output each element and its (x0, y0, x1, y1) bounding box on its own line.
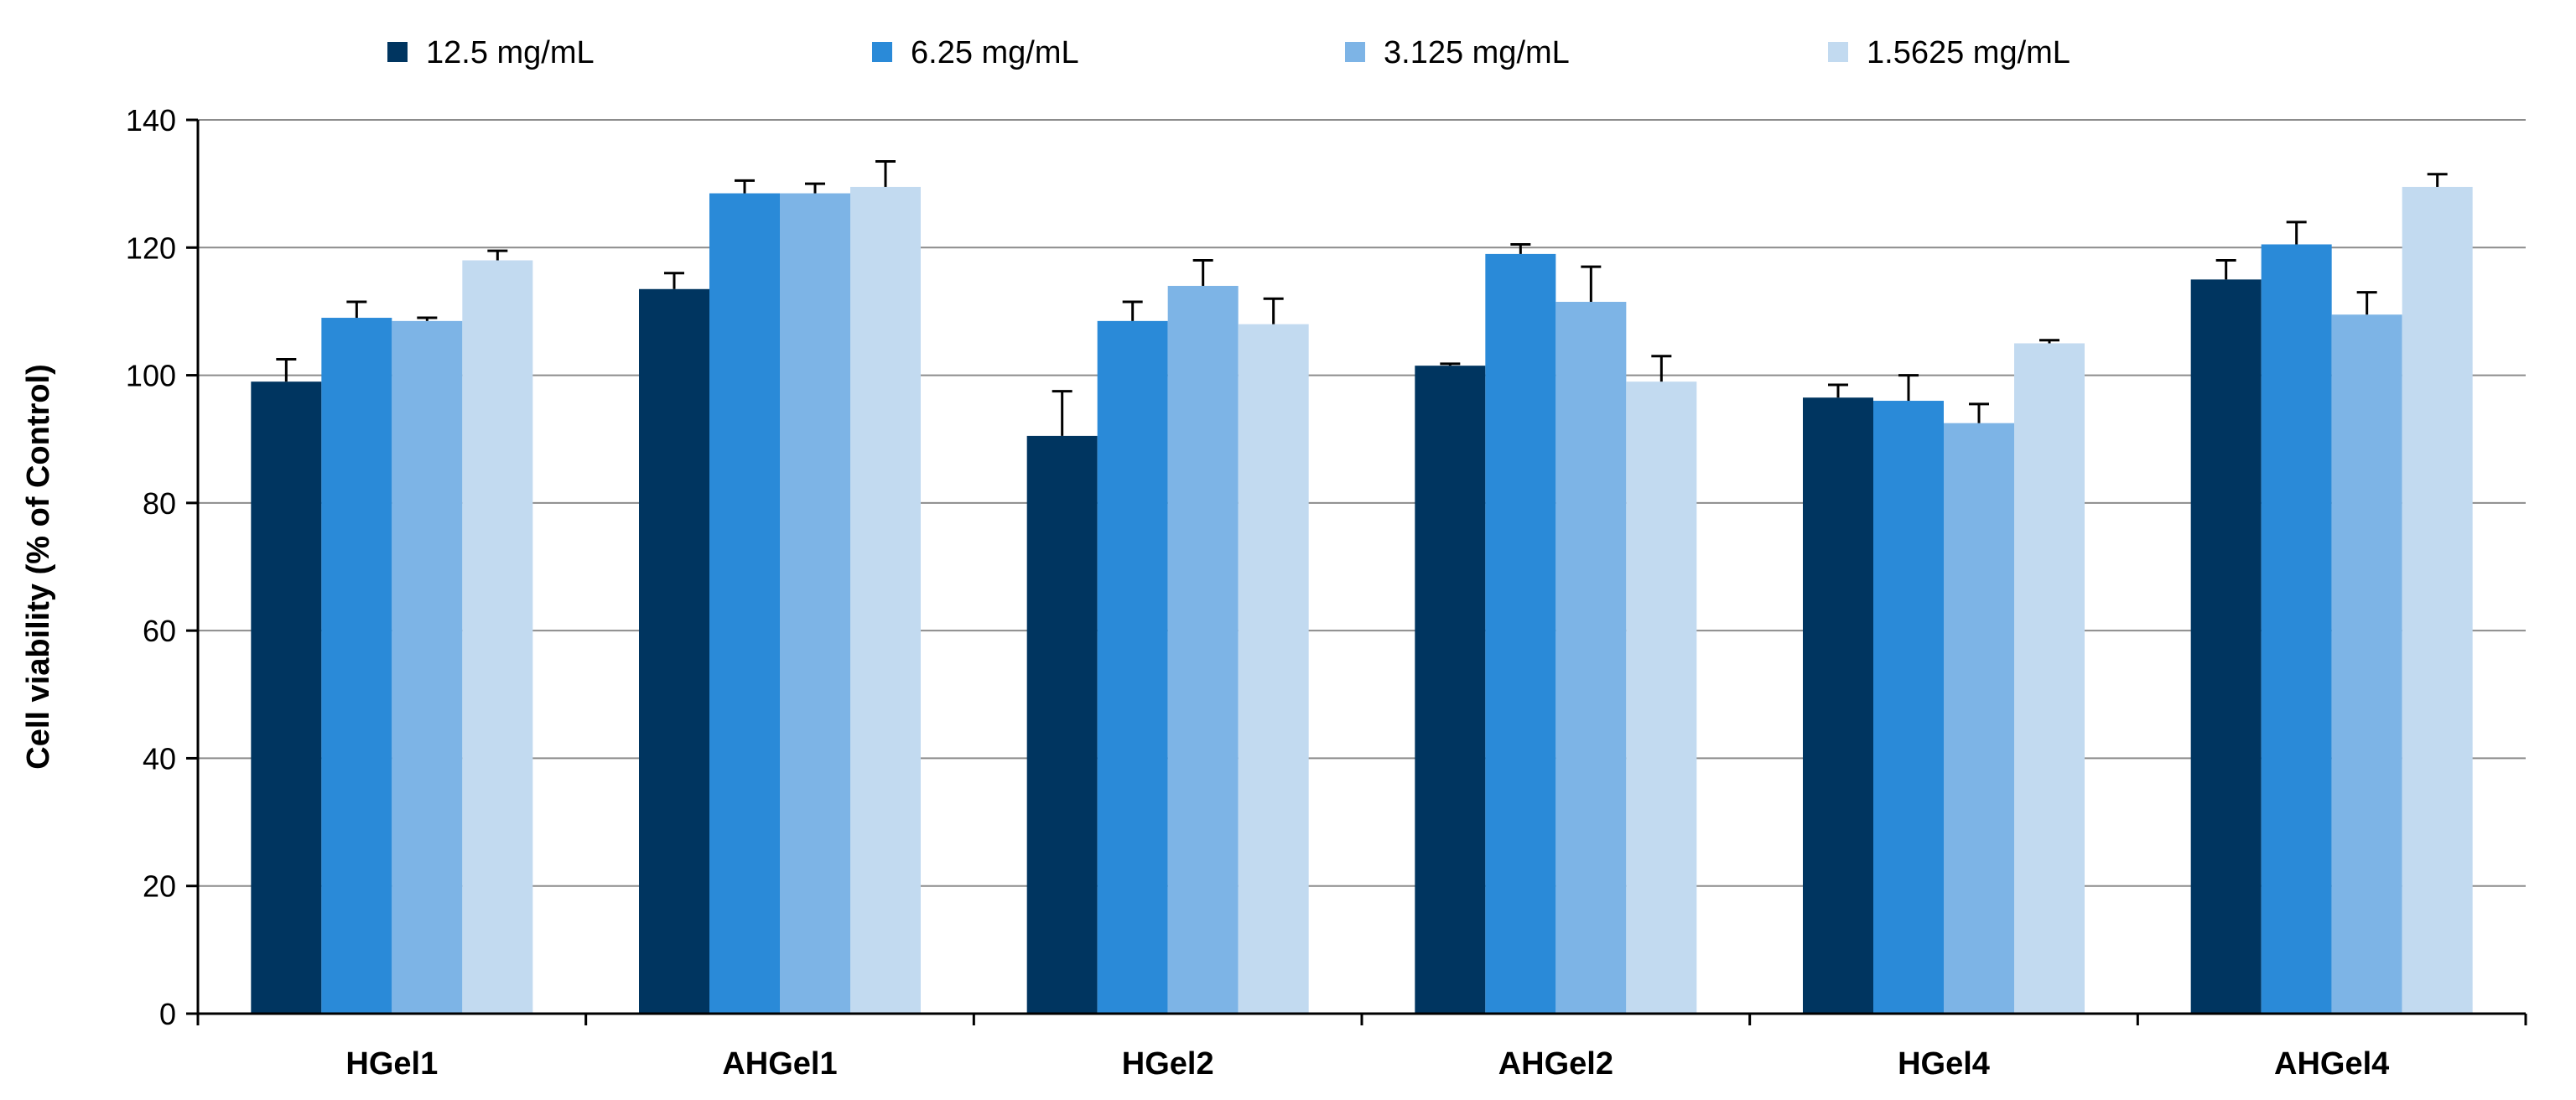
legend-label: 1.5625 mg/mL (1867, 35, 2070, 70)
bar (1026, 435, 1098, 1014)
y-tick-label: 40 (143, 741, 176, 776)
bar (2014, 343, 2085, 1014)
bar (1803, 397, 1873, 1014)
bar (2402, 186, 2473, 1014)
x-tick-label: HGel1 (345, 1046, 438, 1082)
axes (196, 120, 2526, 1015)
bar (850, 186, 921, 1014)
bar (1555, 302, 1627, 1014)
bar (1167, 285, 1239, 1014)
bar (462, 260, 533, 1014)
bar (321, 318, 392, 1014)
legend-swatch (1345, 42, 1365, 62)
bar (639, 288, 709, 1014)
y-tick-labels: 0 20 40 60 80 100 120 140 (126, 103, 198, 1031)
bar (1626, 381, 1697, 1014)
x-tick-label: AHGel1 (722, 1046, 837, 1082)
y-tick-label: 100 (126, 359, 176, 393)
bar (1485, 253, 1556, 1014)
y-axis-title: Cell viability (% of Control) (21, 364, 56, 769)
x-tick-label: HGel4 (1898, 1046, 1990, 1082)
y-tick-label: 120 (126, 231, 176, 265)
bar (1097, 320, 1168, 1014)
legend-swatch (387, 42, 408, 62)
bars (251, 186, 2473, 1014)
bar (709, 193, 780, 1014)
legend-swatch (1828, 42, 1848, 62)
bar (2190, 279, 2262, 1014)
gridlines (198, 119, 2526, 887)
bar (780, 193, 850, 1014)
legend: 12.5 mg/mL 6.25 mg/mL 3.125 mg/mL 1.5625 mg… (387, 35, 2070, 70)
x-tick-labels: HGel1 AHGel1 HGel2 AHGel2 HGel4 AHGel4 (196, 1014, 2527, 1082)
y-tick-label: 140 (126, 103, 176, 138)
bar (392, 320, 463, 1014)
y-tick-label: 0 (159, 997, 176, 1031)
x-tick-label: HGel2 (1122, 1046, 1214, 1082)
y-tick-label: 60 (143, 614, 176, 648)
bar (251, 381, 322, 1014)
legend-swatch (872, 42, 892, 62)
bar (2331, 314, 2402, 1014)
bar (1873, 401, 1944, 1014)
x-tick-label: AHGel4 (2274, 1046, 2389, 1082)
error-bars (276, 159, 2448, 436)
bar (2261, 244, 2332, 1014)
legend-label: 3.125 mg/mL (1384, 35, 1570, 70)
y-tick-label: 20 (143, 869, 176, 904)
bar (1415, 366, 1486, 1014)
legend-label: 12.5 mg/mL (426, 35, 595, 70)
y-tick-label: 80 (143, 486, 176, 521)
legend-label: 6.25 mg/mL (911, 35, 1079, 70)
bar (1944, 423, 2014, 1014)
x-tick-label: AHGel2 (1498, 1046, 1613, 1082)
bar (1238, 324, 1309, 1014)
